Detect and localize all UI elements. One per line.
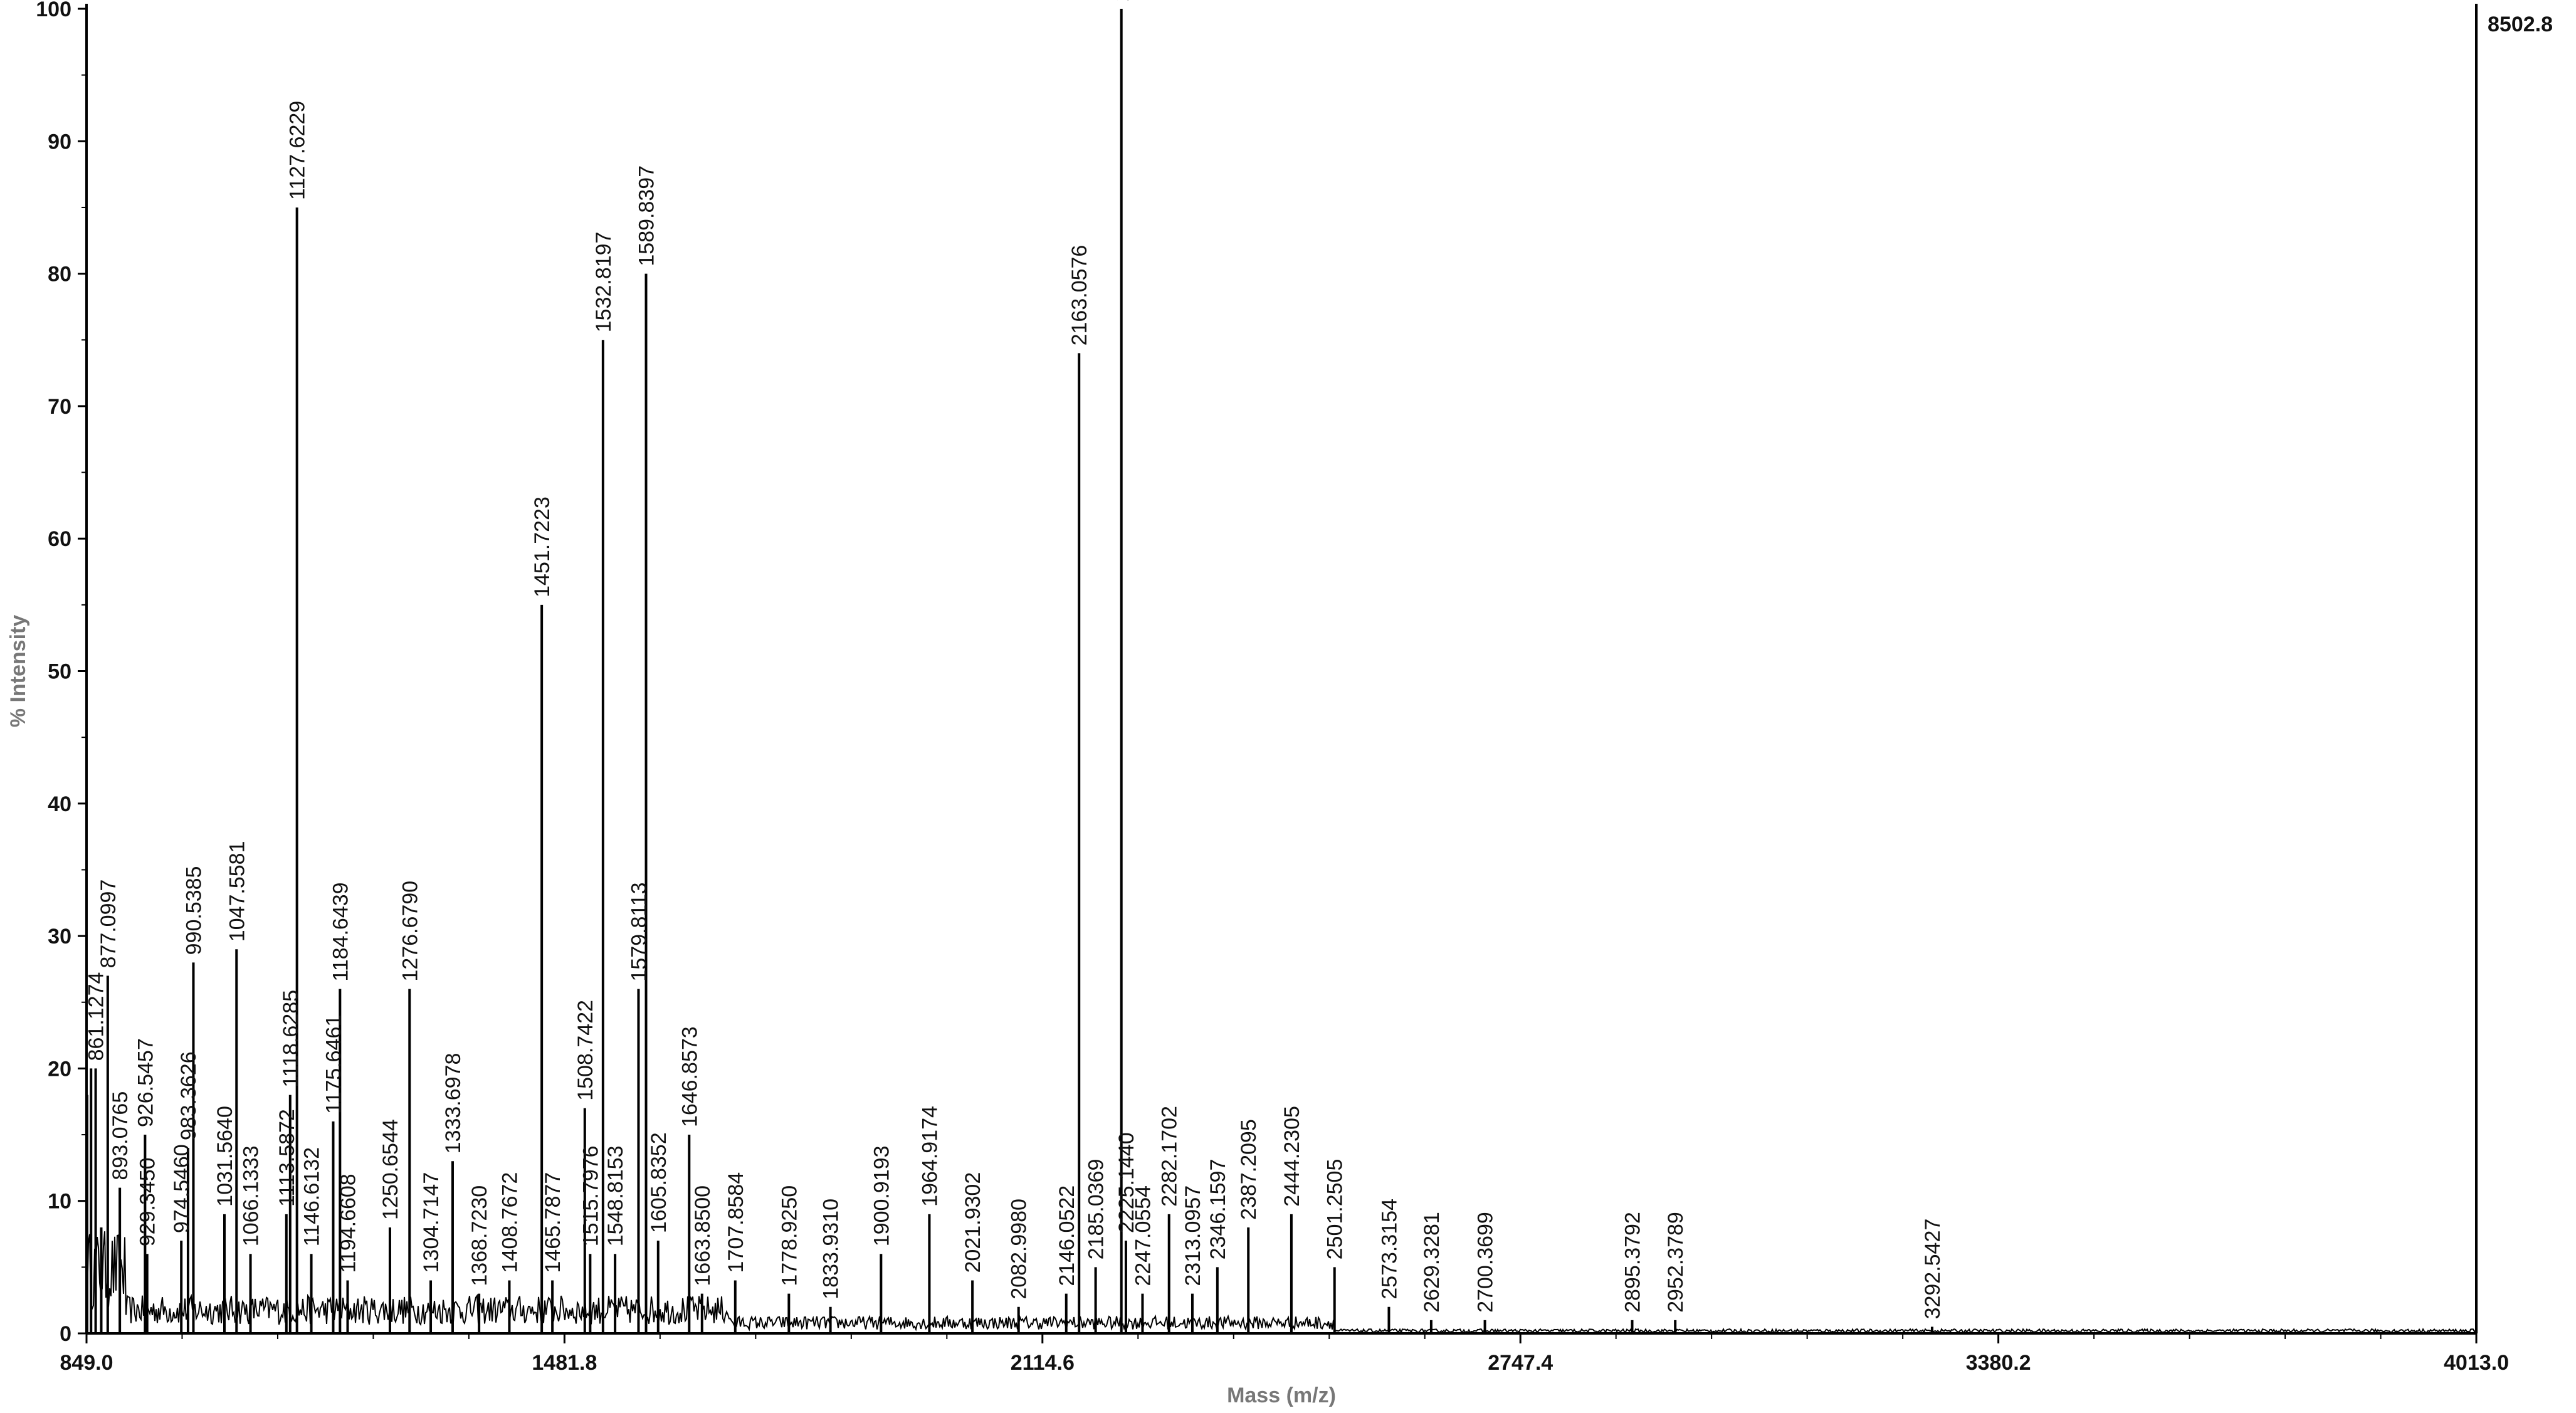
max-intensity-label: 8502.8 [2488, 13, 2553, 36]
peak-label-21: 1250.6544 [379, 1119, 402, 1220]
baseline-noise [87, 1231, 2476, 1334]
peak-label-32: 1548.8153 [604, 1145, 628, 1246]
x-tick-label-0: 849.0 [60, 1351, 113, 1375]
peak-label-30: 1515.7976 [579, 1145, 602, 1246]
y-tick-label-6: 60 [48, 527, 71, 551]
peak-label-8: 974.5460 [170, 1144, 194, 1233]
x-tick-label-2: 2114.6 [1011, 1351, 1075, 1375]
peak-label-5: 893.0765 [108, 1091, 132, 1180]
y-tick-label-10: 100 [36, 0, 71, 21]
peak-label-35: 1605.8352 [647, 1132, 671, 1233]
y-axis-title: % Intensity [6, 615, 30, 728]
peak-label-16: 1127.6229 [286, 101, 310, 200]
peak-label-40: 1833.9310 [819, 1199, 843, 1300]
peak-label-58: 2629.3281 [1420, 1212, 1444, 1313]
y-tick-label-5: 50 [48, 660, 71, 684]
peak-label-42: 1964.9174 [918, 1106, 942, 1207]
peak-label-28: 1465.7877 [541, 1172, 565, 1273]
y-tick-label-2: 20 [48, 1057, 71, 1081]
peak-label-27: 1451.7223 [530, 496, 554, 597]
peak-label-23: 1304.7147 [419, 1172, 443, 1273]
peak-label-13: 1066.1333 [239, 1145, 263, 1246]
peak-label-18: 1175.6461 [322, 1015, 345, 1114]
peak-label-62: 3292.5427 [1921, 1219, 1945, 1320]
chart-axes: 0 10 20 30 40 50 60 70 80 90 100 849.0 1481.8 2114.6 2… [36, 0, 2509, 1375]
peak-label-31: 1532.8197 [592, 232, 616, 333]
peak-label-54: 2387.2095 [1237, 1119, 1261, 1220]
peak-label-37: 1663.8500 [691, 1185, 715, 1286]
peak-label-53: 2346.1597 [1206, 1159, 1230, 1260]
peak-label-61: 2952.3789 [1664, 1212, 1688, 1313]
peak-label-22: 1276.6790 [398, 881, 422, 982]
peak-label-6: 926.5457 [134, 1038, 157, 1127]
peak-label-29: 1508.7422 [574, 1000, 597, 1101]
peak-label-49: 2225.1440 [1115, 1132, 1138, 1233]
y-tick-label-8: 80 [48, 263, 71, 286]
peak-label-17: 1146.6132 [300, 1147, 324, 1246]
y-tick-label-7: 70 [48, 395, 71, 419]
peak-label-7: 929.3450 [136, 1157, 160, 1246]
spectrum-baseline [87, 1231, 2476, 1334]
peak-label-57: 2573.3154 [1377, 1199, 1401, 1300]
peak-label-36: 1646.8573 [678, 1026, 702, 1127]
peak-label-48: 2219.0564 [1110, 0, 1134, 1]
x-axis-title: Mass (m/z) [1227, 1384, 1336, 1407]
peak-label-10: 990.5385 [182, 866, 206, 955]
peak-label-24: 1333.6978 [441, 1053, 465, 1154]
peak-label-59: 2700.3699 [1474, 1212, 1498, 1313]
peak-label-26: 1408.7672 [498, 1172, 522, 1273]
peak-label-15: 1118.6285 [279, 990, 303, 1088]
x-tick-label-1: 1481.8 [532, 1351, 597, 1375]
peak-label-2: 861.1274 [85, 972, 108, 1061]
peak-label-60: 2895.3792 [1621, 1212, 1645, 1313]
peak-label-19: 1184.6439 [329, 882, 352, 981]
peak-label-39: 1778.9250 [777, 1185, 801, 1286]
y-tick-label-4: 40 [48, 792, 71, 816]
peak-label-9: 983.3626 [177, 1051, 201, 1140]
peak-label-20: 1194.6608 [337, 1174, 360, 1273]
peak-label-14: 1113.5872 [275, 1109, 299, 1207]
peak-label-47: 2185.0369 [1085, 1159, 1108, 1260]
y-tick-label-9: 90 [48, 130, 71, 154]
x-tick-label-3: 2747.4 [1488, 1351, 1553, 1375]
peak-label-55: 2444.2305 [1280, 1106, 1304, 1207]
peak-label-44: 2082.9980 [1007, 1199, 1031, 1300]
spectrum-peaks [85, 9, 1933, 1333]
x-tick-label-4: 3380.2 [1966, 1351, 2031, 1375]
x-tick-label-5: 4013.0 [2444, 1351, 2509, 1375]
peak-label-34: 1589.8397 [635, 165, 659, 266]
peak-label-56: 2501.2505 [1323, 1159, 1347, 1260]
peak-label-51: 2282.1702 [1158, 1106, 1182, 1207]
peak-label-45: 2146.0522 [1055, 1185, 1079, 1286]
y-tick-label-0: 0 [60, 1322, 71, 1346]
peak-label-46: 2163.0576 [1068, 245, 1091, 346]
y-tick-label-3: 30 [48, 925, 71, 948]
peak-label-4: 877.0997 [97, 880, 120, 969]
peak-label-52: 2313.0957 [1181, 1185, 1205, 1286]
peak-label-25: 1368.7230 [468, 1185, 492, 1286]
peak-label-41: 1900.9193 [870, 1145, 893, 1246]
peak-label-11: 1031.5640 [213, 1106, 237, 1207]
peak-label-12: 1047.5581 [225, 841, 249, 942]
peak-label-50: 2247.0554 [1131, 1185, 1155, 1286]
peak-label-43: 2021.9302 [961, 1172, 985, 1273]
peak-label-33: 1579.8113 [627, 882, 651, 981]
y-tick-label-1: 10 [48, 1190, 71, 1214]
peak-label-38: 1707.8584 [724, 1172, 748, 1273]
